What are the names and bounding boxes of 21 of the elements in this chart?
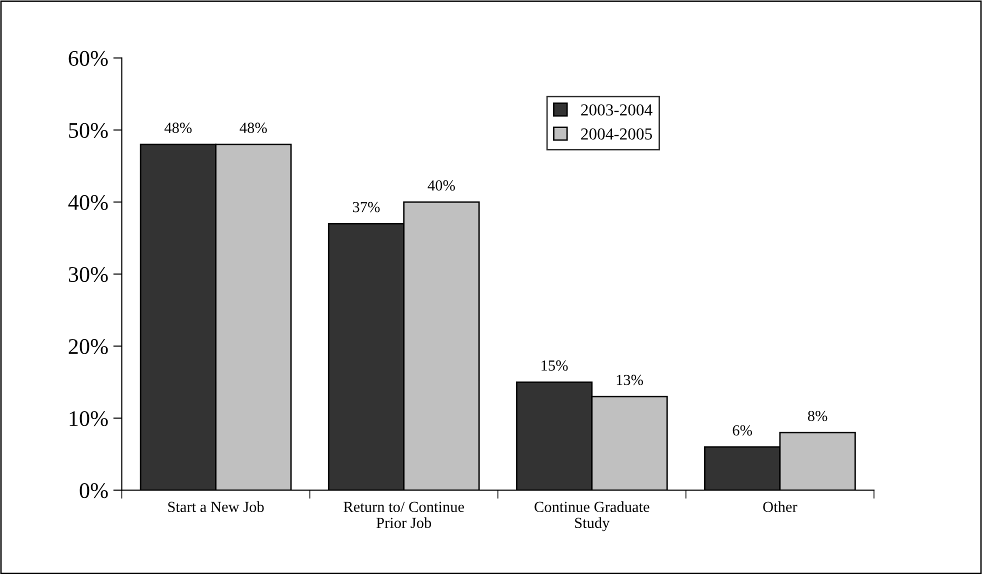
y-tick-label: 0% xyxy=(80,483,108,498)
x-tick-label: Continue Graduate Study xyxy=(534,501,650,532)
y-tick-label: 20% xyxy=(68,339,108,354)
x-tick-label: Other xyxy=(763,501,798,512)
legend-label: 2004-2005 xyxy=(581,128,652,140)
y-tick-label: 10% xyxy=(70,411,108,426)
data-label: 6% xyxy=(732,425,752,436)
data-label: 8% xyxy=(808,410,828,422)
data-label: 15% xyxy=(542,360,568,371)
data-label: 48% xyxy=(164,122,192,134)
x-tick-label: Start a New Job xyxy=(168,501,264,512)
y-tick-label: 50% xyxy=(69,122,108,138)
data-label: 40% xyxy=(428,180,455,191)
x-tick-label: Return to/ Continue Prior Job xyxy=(344,502,464,528)
y-tick-label: 60% xyxy=(68,50,108,66)
data-label: 48% xyxy=(240,122,267,134)
y-tick-label: 30% xyxy=(68,267,108,282)
data-label: 13% xyxy=(616,374,643,386)
y-tick-label: 40% xyxy=(68,194,108,210)
data-label: 37% xyxy=(352,202,380,212)
legend-label: 2003-2004 xyxy=(581,104,652,116)
